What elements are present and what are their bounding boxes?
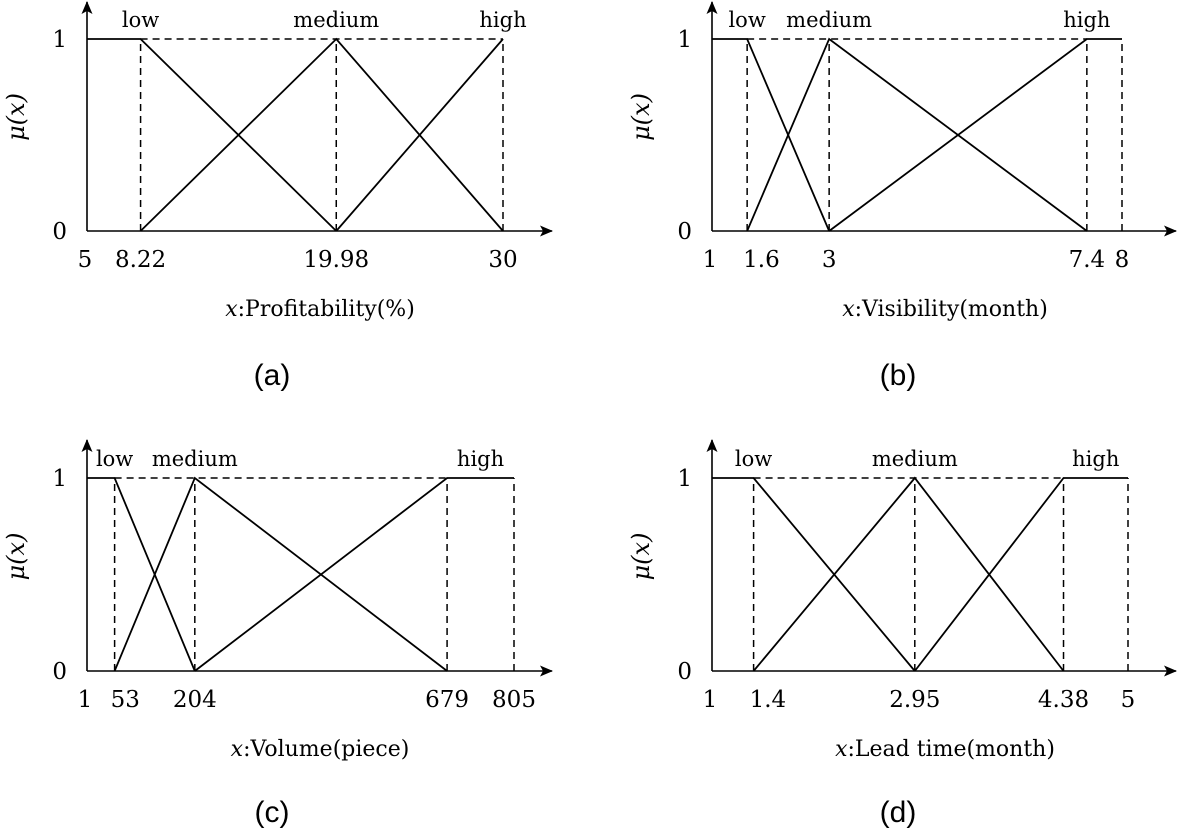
series-high <box>914 477 1128 672</box>
panel-caption: (b) <box>880 359 917 392</box>
y-axis-label: μ(x) <box>2 93 30 141</box>
series-medium <box>752 476 1065 672</box>
x-axis-label: x:Visibility(month) <box>842 297 1048 322</box>
x-axis-label-variable: x <box>231 737 244 762</box>
panel-caption: (d) <box>880 796 917 829</box>
x-axis-label-text: :Profitability(%) <box>238 297 415 322</box>
x-tick-label: 19.98 <box>303 247 369 273</box>
x-tick-label: 3 <box>822 247 837 273</box>
x-axis-label: x:Lead time(month) <box>835 737 1055 762</box>
series-high <box>335 38 504 232</box>
series-label-low: low <box>735 447 772 471</box>
series-label-high: high <box>1063 8 1110 32</box>
series-label-high: high <box>1072 447 1119 471</box>
x-axis-label-text: :Visibility(month) <box>855 297 1048 322</box>
y-tick-label: 0 <box>677 659 692 685</box>
x-tick-label: 1.6 <box>743 247 780 273</box>
x-axis-label-text: :Volume(piece) <box>243 737 409 762</box>
series-label-medium: medium <box>293 8 379 32</box>
series-label-medium: medium <box>872 447 958 471</box>
y-axis-label: μ(x) <box>627 93 655 141</box>
x-tick-label: 2.95 <box>889 687 940 713</box>
x-tick-label: 8.22 <box>115 247 166 273</box>
x-tick-label: 1 <box>703 687 718 713</box>
x-axis-label-variable: x <box>842 297 855 322</box>
x-axis-label-variable: x <box>225 297 238 322</box>
x-axis-label: x:Profitability(%) <box>225 297 415 322</box>
x-axis-label-text: :Lead time(month) <box>847 737 1054 762</box>
series-label-medium: medium <box>786 8 872 32</box>
x-tick-label: 679 <box>425 687 469 713</box>
x-tick-label: 1.4 <box>750 687 787 713</box>
series-low <box>87 38 337 232</box>
series-medium <box>113 476 448 672</box>
series-label-medium: medium <box>152 447 238 471</box>
series-label-low: low <box>122 8 159 32</box>
series-medium <box>746 37 1088 232</box>
x-tick-label: 1 <box>703 247 718 273</box>
x-tick-label: 30 <box>488 247 517 273</box>
series-low <box>712 477 916 672</box>
series-label-high: high <box>457 447 504 471</box>
x-tick-label: 1 <box>78 687 93 713</box>
x-axis-label: x:Volume(piece) <box>231 737 410 762</box>
y-tick-label: 0 <box>52 219 67 245</box>
x-tick-label: 805 <box>492 687 536 713</box>
x-tick-label: 8 <box>1115 247 1130 273</box>
panel-caption: (a) <box>254 359 291 392</box>
series-high <box>828 38 1122 232</box>
y-tick-label: 0 <box>52 659 67 685</box>
series-low <box>712 38 830 232</box>
series-low <box>87 477 196 672</box>
x-tick-label: 4.38 <box>1038 687 1089 713</box>
panel-caption: (c) <box>255 796 290 829</box>
series-medium <box>139 37 504 232</box>
y-tick-label: 1 <box>52 466 67 492</box>
y-tick-label: 1 <box>52 27 67 53</box>
series-high <box>194 477 514 672</box>
x-tick-label: 7.4 <box>1069 247 1106 273</box>
y-tick-label: 1 <box>677 27 692 53</box>
y-axis-label: μ(x) <box>2 533 30 581</box>
x-tick-label: 5 <box>78 247 93 273</box>
series-label-low: low <box>728 8 765 32</box>
x-axis-label-variable: x <box>835 737 848 762</box>
y-tick-label: 0 <box>677 219 692 245</box>
panel-a: low medium high 5 8.22 19.98 30 0 1 μ(x) x:Profita… <box>2 1 553 392</box>
x-tick-label: 53 <box>111 687 140 713</box>
series-label-high: high <box>479 8 526 32</box>
y-axis-label: μ(x) <box>627 533 655 581</box>
series-label-low: low <box>96 447 133 471</box>
x-tick-label: 204 <box>173 687 217 713</box>
x-tick-label: 5 <box>1121 687 1136 713</box>
y-tick-label: 1 <box>677 466 692 492</box>
